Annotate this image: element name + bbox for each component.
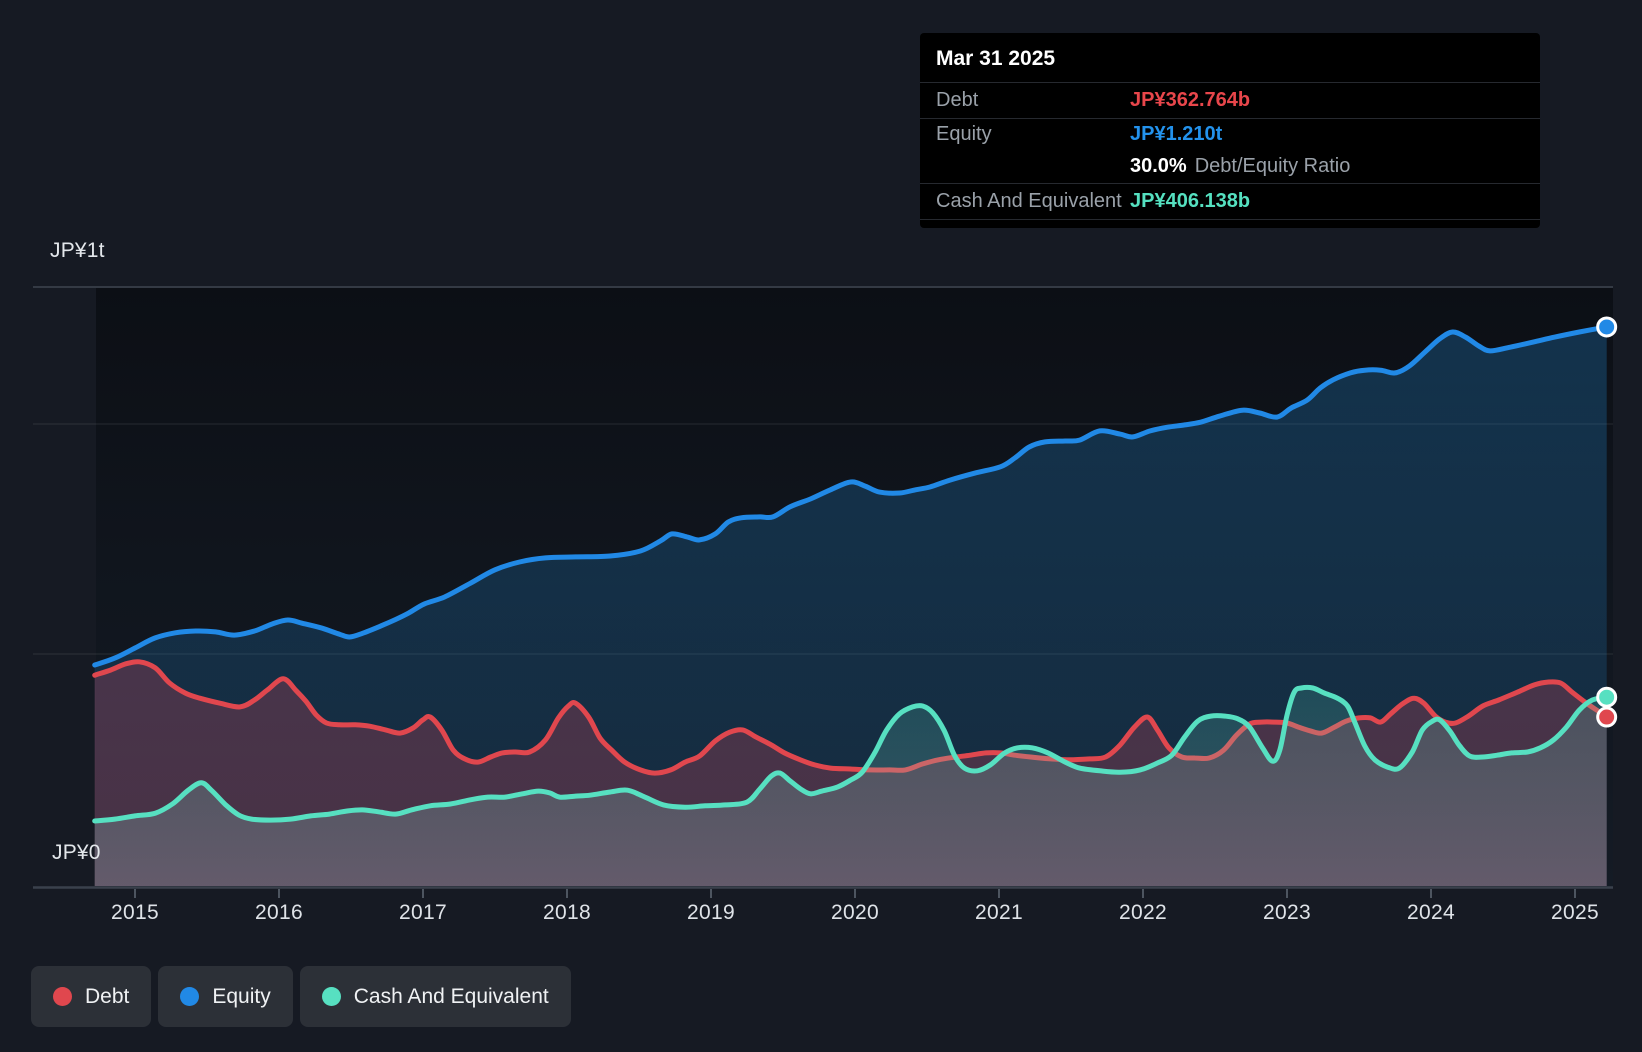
x-axis-year-label: 2020 — [831, 901, 879, 924]
chart-tooltip: Mar 31 2025 Debt JP¥362.764b Equity JP¥1… — [920, 33, 1540, 228]
debt-line-path — [92, 659, 1610, 776]
tooltip-ratio-value: 30.0% — [1130, 154, 1187, 177]
x-axis-year-label: 2025 — [1551, 901, 1599, 924]
y-axis-label-zero: JP¥0 — [52, 841, 101, 864]
debt-dot-icon — [53, 987, 72, 1006]
equity-dot-icon — [180, 987, 200, 1006]
legend-item-debt[interactable]: Debt — [31, 966, 152, 1027]
tooltip-cash-label: Cash And Equivalent — [936, 190, 1122, 212]
tooltip-row-debt: Debt JP¥362.764b — [920, 82, 1540, 118]
legend-item-cash[interactable]: Cash And Equivalent — [299, 966, 571, 1027]
tooltip-debt-value: JP¥362.764b — [1130, 89, 1251, 111]
chart-legend: Debt Equity Cash And Equivalent — [31, 966, 571, 1027]
y-axis-label-top: JP¥1t — [50, 239, 105, 262]
legend-cash-label: Cash And Equivalent — [353, 984, 549, 1008]
tooltip-equity-value: JP¥1.210t — [1130, 122, 1223, 145]
tooltip-cash-value: JP¥406.138b — [1130, 190, 1251, 212]
tooltip-ratio-label: Debt/Equity Ratio — [1194, 154, 1351, 177]
equity-line-path — [92, 324, 1610, 668]
x-axis-year-label: 2018 — [543, 901, 591, 924]
legend-debt-label: Debt — [85, 984, 130, 1008]
cash-area-fill — [94, 687, 1607, 886]
x-axis-year-label: 2017 — [399, 901, 447, 924]
tooltip-row-cash: Cash And Equivalent JP¥406.138b — [920, 183, 1540, 220]
tooltip-debt-label: Debt — [936, 89, 979, 111]
equity-end-marker — [1596, 316, 1618, 338]
x-axis-ticks — [134, 889, 1576, 898]
cash-dot-icon — [321, 987, 341, 1006]
x-axis-year-label: 2021 — [975, 901, 1023, 924]
legend-item-equity[interactable]: Equity — [158, 966, 293, 1027]
x-axis-year-label: 2015 — [111, 901, 159, 924]
x-axis-year-label: 2024 — [1407, 901, 1455, 924]
x-axis-year-label: 2022 — [1119, 901, 1167, 924]
tooltip-row-ratio: 30.0% Debt/Equity Ratio — [920, 149, 1540, 183]
debt-end-marker — [1596, 706, 1618, 728]
x-axis-year-label: 2023 — [1263, 901, 1311, 924]
tooltip-date: Mar 31 2025 — [936, 47, 1056, 70]
cash-line-path — [92, 684, 1610, 824]
legend-equity-label: Equity — [212, 984, 271, 1008]
x-axis-year-label: 2016 — [255, 901, 303, 924]
series-end-markers — [1596, 316, 1618, 728]
cash-end-marker — [1596, 686, 1618, 708]
x-axis-year-label: 2019 — [687, 901, 735, 924]
tooltip-row-equity: Equity JP¥1.210t — [920, 118, 1540, 149]
tooltip-equity-label: Equity — [936, 122, 992, 145]
tooltip-ratio: 30.0% Debt/Equity Ratio — [1130, 155, 1350, 178]
